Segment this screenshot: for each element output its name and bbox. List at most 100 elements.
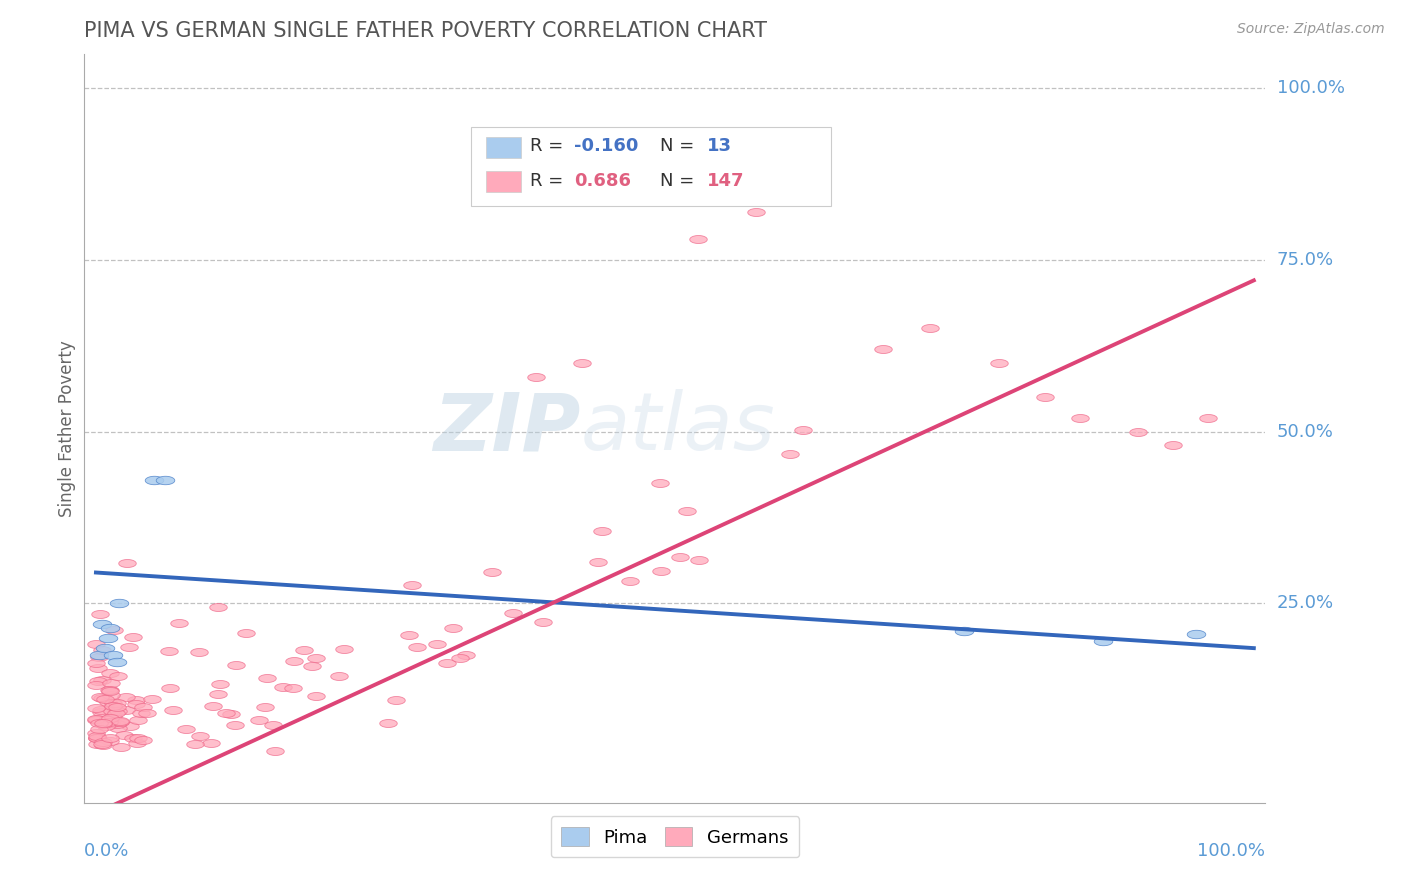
- Point: [292, 643, 315, 657]
- Point: [91, 673, 114, 688]
- Point: [87, 731, 110, 746]
- Point: [91, 691, 114, 706]
- Point: [84, 678, 107, 692]
- Point: [91, 734, 114, 748]
- Point: [98, 665, 121, 680]
- Point: [100, 684, 122, 698]
- Point: [105, 696, 128, 710]
- Point: [225, 657, 247, 672]
- Point: [745, 204, 768, 219]
- Point: [648, 476, 671, 491]
- Text: 147: 147: [707, 172, 744, 190]
- Point: [91, 643, 114, 657]
- Point: [86, 712, 108, 726]
- Point: [436, 657, 458, 671]
- Point: [688, 553, 710, 567]
- Point: [188, 729, 211, 743]
- Point: [108, 714, 131, 729]
- Point: [86, 737, 108, 751]
- Point: [305, 689, 328, 703]
- Point: [101, 705, 124, 719]
- Point: [94, 691, 117, 706]
- Point: [208, 677, 231, 691]
- Point: [201, 698, 224, 713]
- Point: [129, 706, 152, 721]
- Point: [449, 651, 471, 665]
- Point: [132, 699, 155, 714]
- Point: [132, 733, 155, 747]
- Point: [86, 731, 108, 745]
- Point: [89, 648, 111, 662]
- Text: 25.0%: 25.0%: [1277, 594, 1334, 613]
- Point: [262, 718, 284, 732]
- Point: [142, 473, 165, 487]
- Point: [107, 700, 129, 714]
- Point: [988, 356, 1011, 370]
- Point: [107, 669, 129, 683]
- Point: [103, 623, 125, 637]
- Point: [305, 650, 328, 665]
- Point: [86, 731, 108, 745]
- Point: [87, 722, 110, 736]
- Point: [89, 716, 111, 731]
- Point: [953, 624, 976, 638]
- Text: R =: R =: [530, 137, 568, 155]
- Point: [686, 232, 709, 246]
- Point: [283, 654, 305, 668]
- Point: [571, 356, 593, 370]
- Point: [105, 717, 128, 731]
- Point: [141, 692, 163, 706]
- Point: [401, 578, 423, 592]
- Point: [115, 557, 138, 571]
- Point: [136, 706, 159, 720]
- Point: [84, 657, 107, 671]
- Point: [619, 574, 641, 589]
- Point: [121, 731, 143, 745]
- Point: [98, 734, 121, 748]
- Point: [328, 669, 350, 683]
- Point: [107, 721, 129, 735]
- Point: [215, 706, 238, 720]
- Point: [531, 615, 554, 629]
- FancyBboxPatch shape: [471, 127, 831, 206]
- Point: [90, 737, 112, 751]
- Point: [792, 423, 814, 437]
- Point: [384, 693, 406, 707]
- Point: [127, 713, 149, 727]
- Point: [96, 719, 118, 733]
- Point: [96, 631, 118, 645]
- Text: -0.160: -0.160: [575, 137, 638, 155]
- Point: [174, 722, 197, 736]
- Point: [1185, 627, 1208, 641]
- Point: [502, 606, 524, 620]
- Point: [481, 565, 503, 579]
- Bar: [486, 171, 522, 192]
- Point: [87, 650, 110, 665]
- Point: [1035, 390, 1057, 404]
- Point: [256, 671, 278, 685]
- Text: Source: ZipAtlas.com: Source: ZipAtlas.com: [1237, 22, 1385, 37]
- Point: [98, 731, 121, 746]
- Point: [107, 704, 129, 718]
- Point: [91, 716, 114, 731]
- Point: [108, 714, 131, 729]
- Point: [669, 549, 692, 564]
- Point: [90, 705, 112, 719]
- Point: [591, 524, 613, 538]
- Point: [184, 737, 207, 751]
- Point: [108, 714, 131, 729]
- Point: [84, 637, 107, 651]
- Point: [84, 700, 107, 714]
- Point: [117, 640, 139, 654]
- Point: [93, 738, 115, 752]
- Text: 0.0%: 0.0%: [84, 842, 129, 860]
- Point: [86, 712, 108, 726]
- Point: [108, 597, 131, 611]
- Bar: [486, 137, 522, 159]
- Point: [98, 620, 121, 634]
- Point: [127, 736, 149, 750]
- Text: 100.0%: 100.0%: [1198, 842, 1265, 860]
- Point: [224, 718, 246, 732]
- Point: [1069, 410, 1091, 425]
- Point: [103, 696, 125, 710]
